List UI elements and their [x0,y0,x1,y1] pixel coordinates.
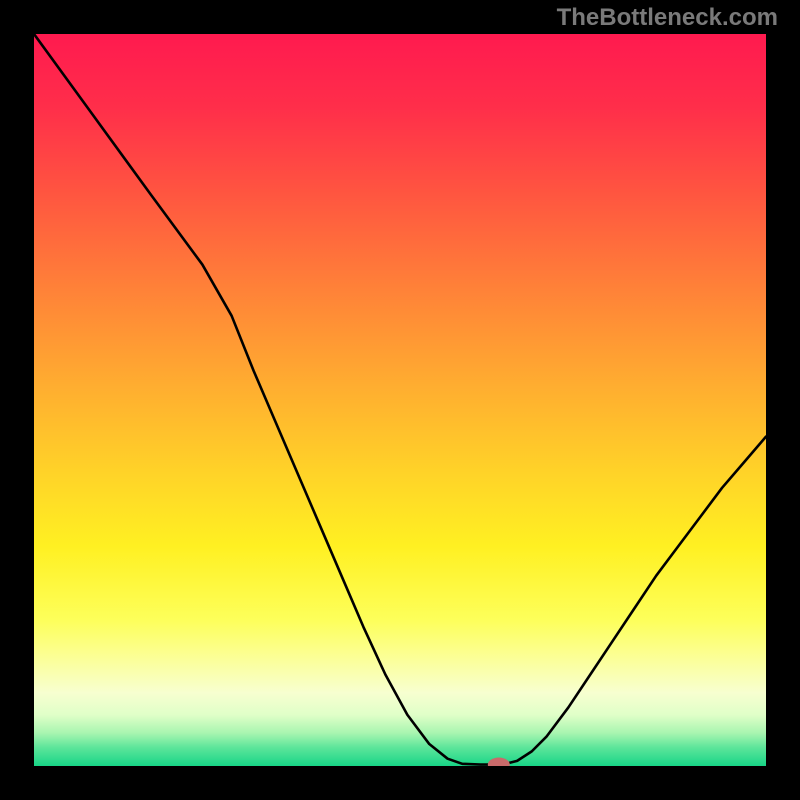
chart-container: TheBottleneck.com [0,0,800,800]
chart-svg [34,34,766,766]
plot-background [34,34,766,766]
watermark-text: TheBottleneck.com [557,4,778,32]
plot-area [34,34,766,766]
